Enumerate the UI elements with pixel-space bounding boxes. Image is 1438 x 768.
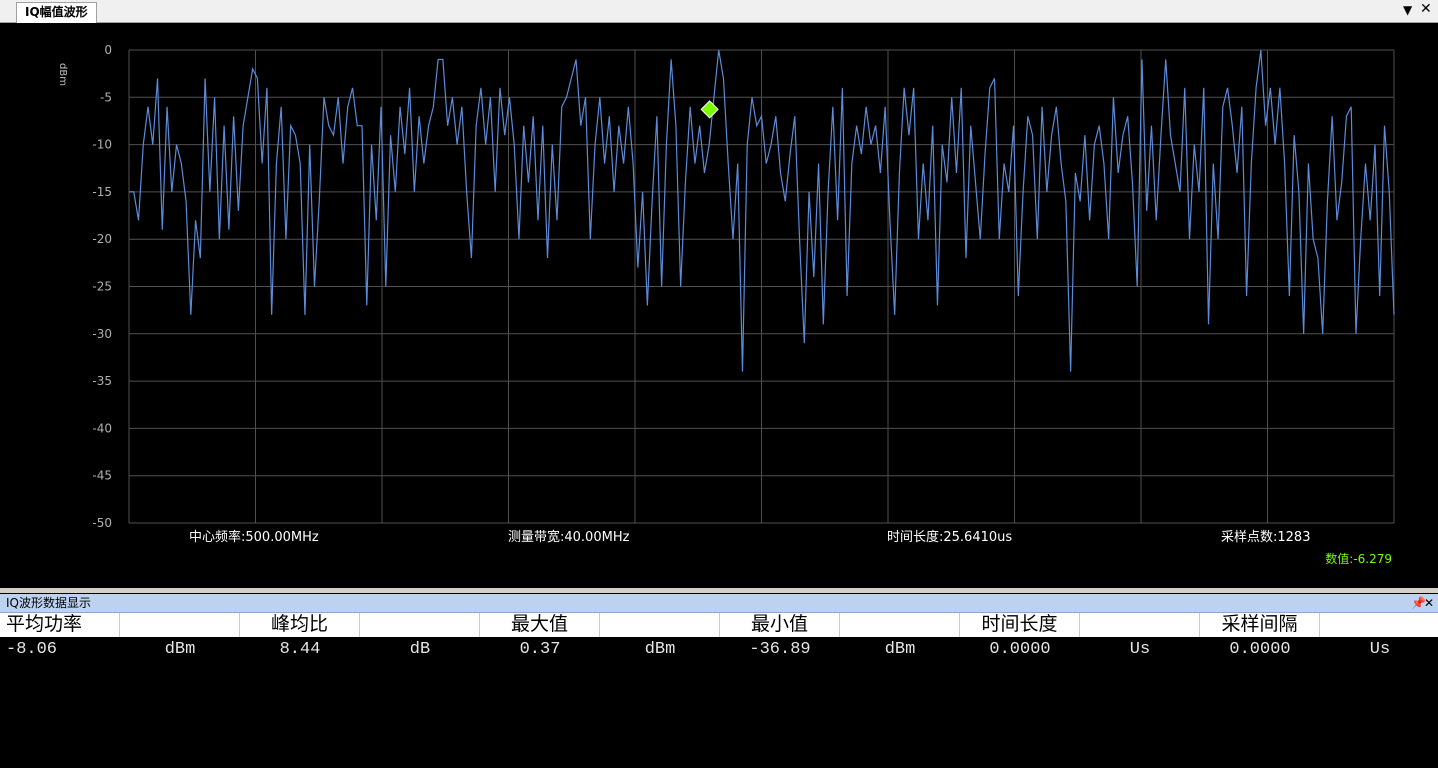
y-tick-label: -45 — [92, 469, 112, 483]
data-cell: -36.89 — [749, 640, 811, 659]
close-icon[interactable]: ✕ — [1424, 596, 1435, 610]
data-cell: dB — [409, 640, 431, 659]
separator — [0, 588, 1438, 593]
data-cell: -8.06 — [6, 640, 58, 659]
header-spacer — [360, 613, 480, 637]
pin-icon[interactable]: 📌 — [1411, 596, 1426, 610]
table-header: 平均功率 峰均比 最大值 最小值 时间长度 采样间隔 — [0, 613, 1438, 637]
y-tick-label: -30 — [92, 327, 112, 341]
panel-title-bar: IQ波形数据显示 📌 ✕ — [0, 594, 1438, 613]
data-cell: 0.0000 — [1229, 640, 1291, 659]
tab[interactable]: IQ幅值波形 — [16, 2, 97, 23]
header-spacer — [840, 613, 960, 637]
header-cell: 峰均比 — [240, 613, 360, 637]
header-spacer — [600, 613, 720, 637]
info-text: 测量带宽:40.00MHz — [508, 529, 630, 545]
header-cell: 采样间隔 — [1200, 613, 1320, 637]
data-cell: dBm — [644, 640, 676, 659]
data-cell: 0.0000 — [989, 640, 1051, 659]
y-tick-label: -10 — [92, 138, 112, 152]
y-tick-label: 0 — [104, 43, 112, 57]
data-cell: dBm — [884, 640, 916, 659]
data-cell: Us — [1129, 640, 1151, 659]
header-cell: 最大值 — [480, 613, 600, 637]
info-text: 采样点数:1283 — [1221, 530, 1310, 545]
header-cell: 平均功率 — [0, 613, 120, 637]
info-text: 中心频率:500.00MHz — [189, 529, 319, 545]
data-cell: 8.44 — [279, 640, 321, 659]
header-spacer — [120, 613, 240, 637]
data-cell: dBm — [164, 640, 196, 659]
close-icon[interactable]: ✕ — [1420, 1, 1432, 17]
waveform — [129, 49, 1395, 372]
y-tick-label: -25 — [92, 280, 112, 294]
data-cell: Us — [1369, 640, 1391, 659]
header-spacer — [1080, 613, 1200, 637]
y-tick-label: -15 — [92, 185, 112, 199]
info-text: 时间长度:25.6410us — [887, 529, 1012, 545]
header-spacer — [1320, 613, 1438, 637]
panel-title: IQ波形数据显示 — [6, 596, 91, 610]
y-tick-label: -35 — [92, 374, 112, 388]
marker — [700, 100, 719, 119]
y-tick-label: -20 — [92, 232, 112, 246]
header-cell: 时间长度 — [960, 613, 1080, 637]
y-tick-label: -50 — [92, 516, 112, 530]
chart: 0 -5 -10 -15 -20 -25 -30 -35 -40 -45 -50 dBm 数值:-6.2… — [57, 43, 1395, 566]
y-tick-label: -40 — [92, 421, 112, 435]
tab-bar: IQ幅值波形 ▼ ✕ — [0, 0, 1438, 23]
data-cell: 0.37 — [519, 640, 561, 659]
marker-label: 数值:-6.279 — [1325, 551, 1392, 566]
header-cell: 最小值 — [720, 613, 840, 637]
y-tick-label: -5 — [100, 90, 112, 104]
y-axis-label: dBm — [57, 63, 68, 86]
dropdown-icon[interactable]: ▼ — [1403, 3, 1413, 17]
